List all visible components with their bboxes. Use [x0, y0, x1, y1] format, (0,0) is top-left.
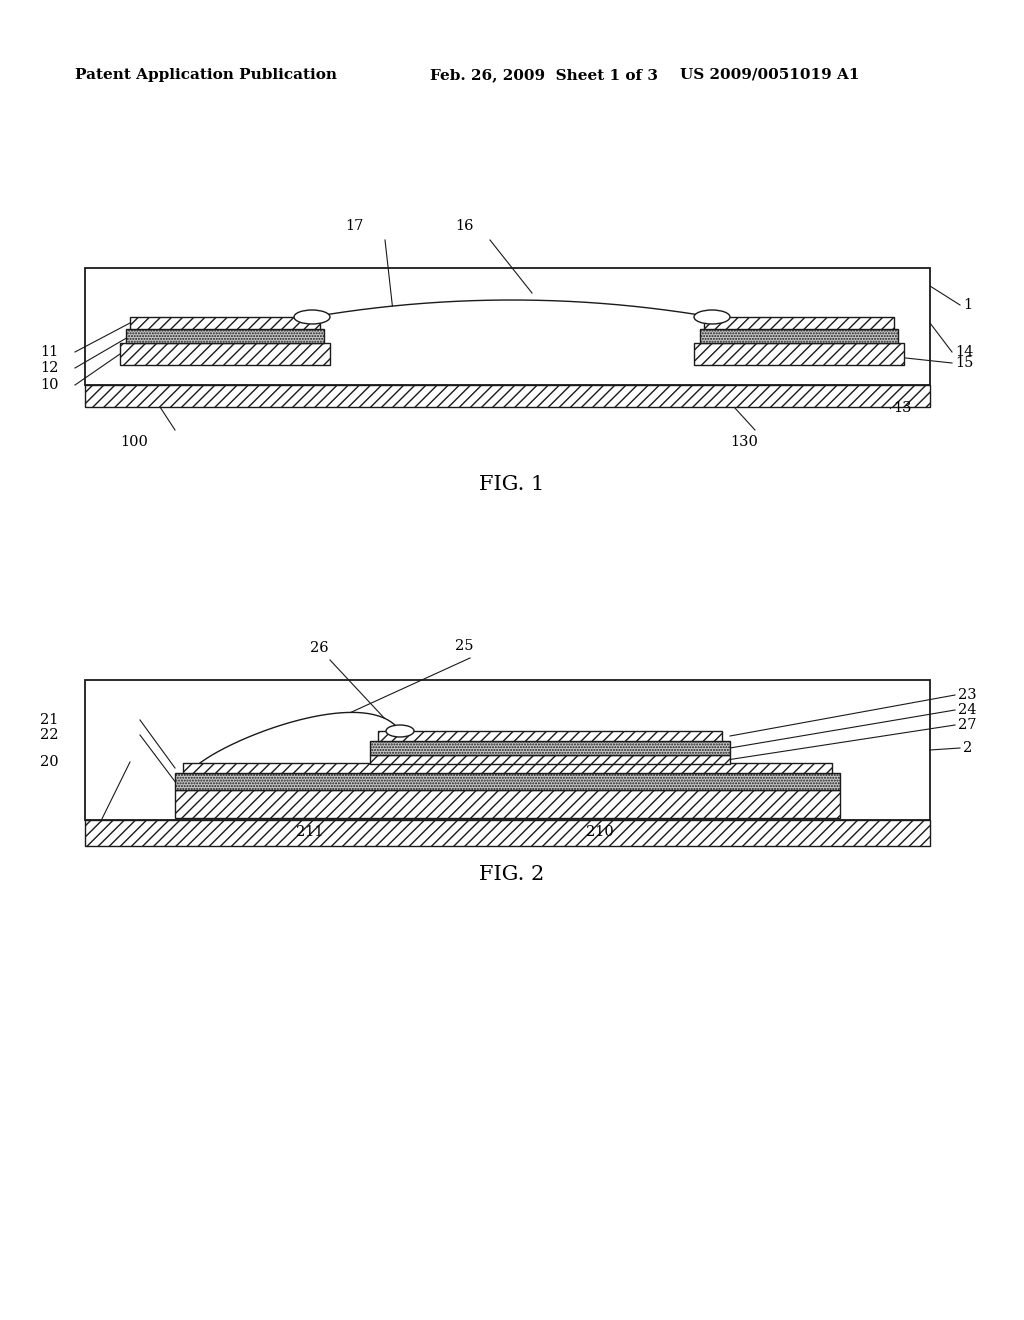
Bar [370, 755, 730, 764]
Text: 21: 21 [40, 713, 58, 727]
Text: 11: 11 [40, 345, 58, 359]
Bar [85, 268, 930, 385]
Bar [85, 385, 930, 407]
Text: 22: 22 [40, 729, 58, 742]
Text: 1: 1 [963, 298, 972, 312]
Text: 10: 10 [40, 378, 58, 392]
Text: 13: 13 [893, 401, 911, 414]
Text: US 2009/0051019 A1: US 2009/0051019 A1 [680, 69, 859, 82]
Text: Patent Application Publication: Patent Application Publication [75, 69, 337, 82]
Text: Feb. 26, 2009  Sheet 1 of 3: Feb. 26, 2009 Sheet 1 of 3 [430, 69, 658, 82]
Ellipse shape [694, 310, 730, 323]
Bar [85, 820, 930, 846]
Bar [378, 731, 722, 741]
Bar [175, 774, 840, 789]
Text: 25: 25 [455, 639, 473, 653]
Text: 12: 12 [40, 360, 58, 375]
Text: 2: 2 [963, 741, 972, 755]
Text: 15: 15 [955, 356, 974, 370]
Ellipse shape [294, 310, 330, 323]
Text: 26: 26 [310, 642, 329, 655]
Text: 210: 210 [586, 825, 613, 840]
Text: 17: 17 [345, 219, 364, 234]
Text: 20: 20 [40, 755, 58, 770]
Bar [85, 680, 930, 820]
Bar [694, 343, 904, 366]
Text: 14: 14 [955, 345, 974, 359]
Ellipse shape [386, 725, 414, 737]
Text: FIG. 1: FIG. 1 [479, 475, 545, 494]
Bar [183, 763, 831, 774]
Bar [700, 329, 898, 343]
Bar [705, 317, 894, 329]
Bar [175, 789, 840, 818]
Text: 27: 27 [958, 718, 977, 733]
Text: 23: 23 [958, 688, 977, 702]
Text: 100: 100 [120, 436, 147, 449]
Bar [126, 329, 324, 343]
Text: 16: 16 [455, 219, 473, 234]
Text: FIG. 2: FIG. 2 [479, 865, 545, 884]
Bar [370, 741, 730, 755]
Text: 211: 211 [296, 825, 324, 840]
Bar [130, 317, 319, 329]
Bar [120, 343, 330, 366]
Text: 24: 24 [958, 704, 977, 717]
Text: 130: 130 [730, 436, 758, 449]
